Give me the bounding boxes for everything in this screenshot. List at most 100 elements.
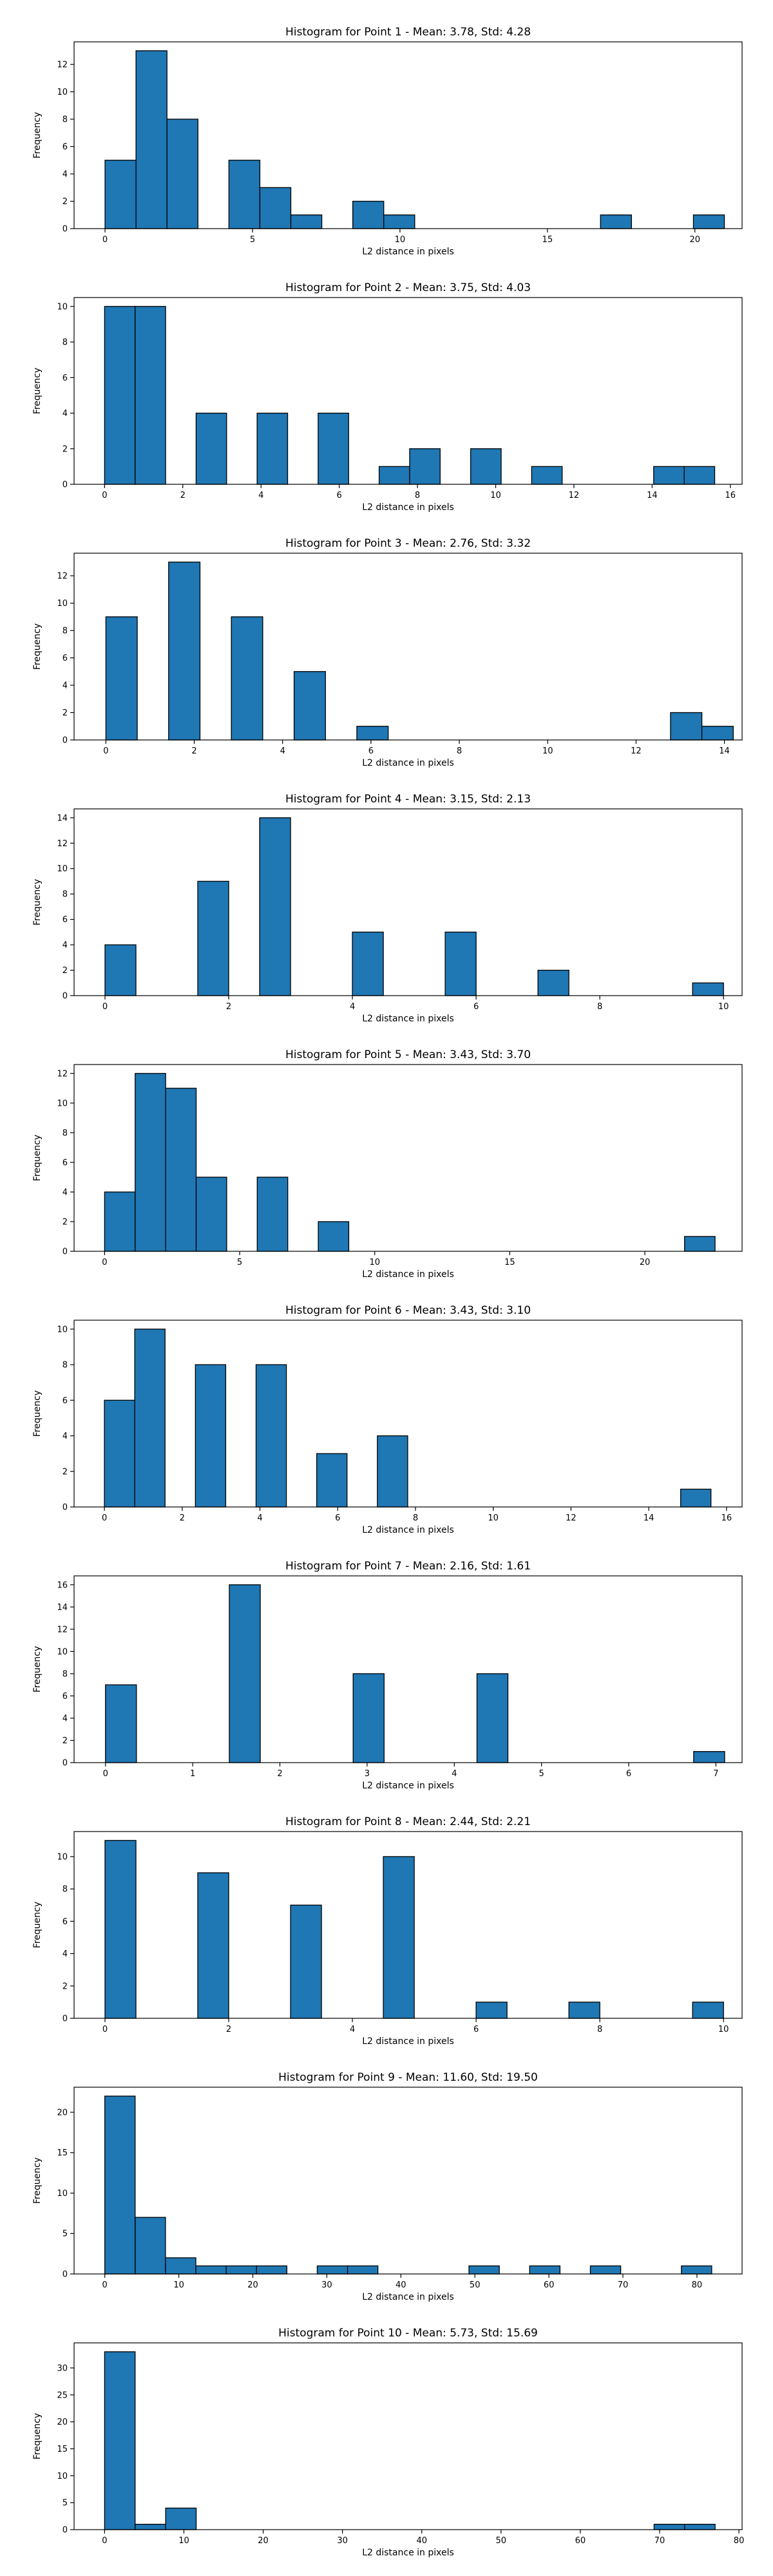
plot-frame	[73, 2087, 743, 2275]
histogram-bar	[352, 200, 385, 229]
x-tick-label: 4	[452, 1769, 457, 1779]
histogram-bar	[195, 2265, 227, 2275]
x-tick-label: 30	[337, 2536, 348, 2546]
x-tick-label: 0	[102, 1258, 107, 1267]
histogram-bar	[256, 2265, 287, 2275]
histogram-bar	[470, 448, 502, 485]
x-axis-label: L2 distance in pixels	[362, 2036, 454, 2047]
x-tick-label: 8	[413, 1513, 418, 1523]
y-tick-label: 6	[62, 654, 68, 663]
y-tick-label: 8	[62, 1885, 68, 1895]
histogram-bar	[475, 2002, 508, 2019]
y-tick-label: 10	[57, 599, 68, 609]
x-tick-label: 10	[173, 2280, 184, 2290]
histogram-bar	[347, 2265, 379, 2275]
x-tick-label: 0	[102, 491, 107, 500]
x-tick-label: 10	[488, 1513, 499, 1523]
x-tick-label: 4	[280, 746, 285, 756]
y-tick-label: 12	[57, 1069, 68, 1079]
chart-title: Histogram for Point 8 - Mean: 2.44, Std:…	[285, 1815, 531, 1828]
chart-panel-10: Histogram for Point 10 - Mean: 5.73, Std…	[32, 2327, 744, 2558]
histogram-bar	[228, 160, 261, 229]
x-tick-label: 20	[689, 235, 700, 245]
histogram-bar	[135, 1073, 166, 1252]
histogram-bar	[135, 2523, 166, 2530]
y-tick-label: 6	[62, 374, 68, 383]
histogram-bar	[377, 1435, 408, 1508]
chart-title: Histogram for Point 4 - Mean: 3.15, Std:…	[285, 793, 531, 806]
x-tick-label: 10	[490, 491, 501, 500]
histogram-bar	[197, 1872, 229, 2019]
histogram-bar	[104, 1399, 135, 1508]
y-tick-label: 6	[62, 1692, 68, 1701]
histogram-bar	[290, 214, 323, 229]
histogram-bar	[356, 726, 389, 741]
y-tick-label: 2	[62, 197, 68, 207]
x-tick-label: 4	[257, 1513, 262, 1523]
x-tick-label: 20	[258, 2536, 269, 2546]
x-tick-label: 8	[597, 1002, 602, 1012]
histogram-bar	[135, 50, 167, 229]
y-tick-label: 4	[62, 1949, 68, 1959]
chart-panel-5: Histogram for Point 5 - Mean: 3.43, Std:…	[32, 1048, 743, 1280]
chart-panel-3: Histogram for Point 3 - Mean: 2.76, Std:…	[32, 537, 743, 768]
histogram-bar	[683, 466, 716, 485]
y-tick-label: 4	[62, 681, 68, 691]
chart-title: Histogram for Point 3 - Mean: 2.76, Std:…	[285, 537, 531, 550]
histogram-bar	[692, 2002, 724, 2019]
x-tick-label: 0	[102, 2536, 107, 2546]
x-tick-label: 80	[734, 2536, 745, 2546]
x-tick-label: 5	[250, 235, 255, 245]
histogram-bar	[259, 817, 291, 996]
x-tick-label: 15	[504, 1258, 515, 1267]
y-tick-label: 8	[62, 1128, 68, 1138]
y-tick-label: 8	[62, 1361, 68, 1370]
x-tick-label: 0	[103, 1769, 108, 1779]
y-tick-label: 20	[57, 2418, 68, 2427]
x-tick-label: 16	[721, 1513, 732, 1523]
y-tick-label: 10	[57, 302, 68, 312]
x-axis-label: L2 distance in pixels	[362, 1525, 454, 1535]
y-tick-label: 4	[62, 409, 68, 419]
x-tick-label: 6	[337, 491, 342, 500]
y-tick-label: 6	[62, 142, 68, 152]
chart-title: Histogram for Point 5 - Mean: 3.43, Std:…	[285, 1048, 531, 1061]
y-tick-label: 0	[62, 1247, 68, 1257]
histogram-bar	[701, 726, 734, 741]
plot-frame	[73, 41, 743, 229]
histogram-bar	[168, 562, 201, 741]
x-tick-label: 12	[631, 746, 642, 756]
histogram-bar	[165, 2507, 197, 2530]
histogram-bar	[529, 2265, 560, 2275]
y-axis-label: Frequency	[32, 112, 43, 158]
x-tick-label: 16	[725, 491, 736, 500]
x-tick-label: 60	[544, 2280, 555, 2290]
y-tick-label: 0	[62, 2270, 68, 2280]
chart-panel-1: Histogram for Point 1 - Mean: 3.78, Std:…	[32, 26, 743, 257]
y-tick-label: 0	[62, 2014, 68, 2024]
histogram-bar	[293, 671, 326, 741]
y-tick-label: 12	[57, 1625, 68, 1634]
histogram-bar	[684, 1236, 716, 1252]
y-tick-label: 8	[62, 115, 68, 125]
histogram-bar	[165, 2257, 196, 2275]
histogram-bar	[409, 448, 441, 485]
y-tick-label: 0	[62, 992, 68, 1001]
x-tick-label: 70	[654, 2536, 665, 2546]
y-tick-label: 2	[62, 966, 68, 976]
histogram-bar	[531, 466, 563, 485]
x-tick-label: 14	[644, 1513, 654, 1523]
y-tick-label: 10	[57, 1325, 68, 1334]
x-tick-label: 1	[190, 1769, 195, 1779]
histogram-bar	[318, 1221, 350, 1252]
y-tick-label: 4	[62, 170, 68, 180]
y-axis-label: Frequency	[32, 1646, 43, 1692]
x-tick-label: 3	[365, 1769, 370, 1779]
histogram-bar	[318, 412, 349, 485]
histogram-bar	[104, 1191, 136, 1252]
y-tick-label: 10	[57, 1099, 68, 1108]
histogram-bar	[195, 1177, 227, 1252]
x-tick-label: 14	[647, 491, 658, 500]
x-tick-label: 10	[178, 2536, 189, 2546]
